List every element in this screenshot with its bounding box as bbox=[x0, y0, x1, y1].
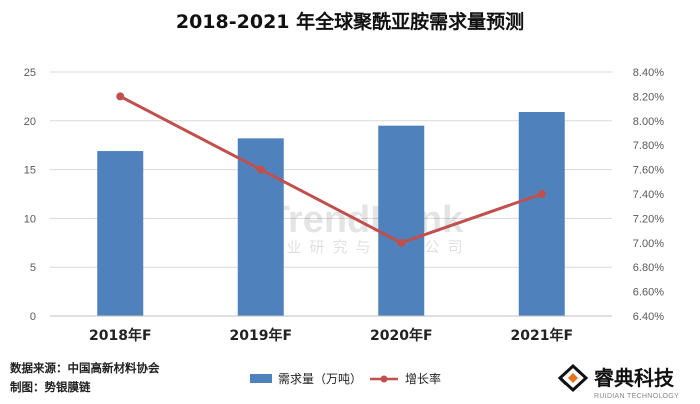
y-right-tick-label: 8.40% bbox=[633, 67, 664, 79]
y-left-tick-label: 10 bbox=[24, 213, 36, 225]
line-point bbox=[397, 238, 406, 247]
axes: 0 5 10 15 20 25 6.40% 6.60% 6.80% 7.00% 7.20% 7.40%… bbox=[24, 67, 664, 344]
legend-line-label: 增长率 bbox=[405, 371, 441, 386]
y-left-tick-label: 25 bbox=[24, 67, 36, 79]
brand-logo: 睿典科技 RUIDIAN TECHNOLOGY bbox=[557, 363, 679, 400]
line-point bbox=[116, 92, 125, 101]
y-right-tick-label: 6.40% bbox=[633, 311, 664, 323]
y-left-tick-label: 5 bbox=[30, 262, 36, 274]
y-left-tick-label: 15 bbox=[24, 165, 36, 177]
y-right-tick-label: 7.20% bbox=[633, 213, 664, 225]
brand-name-cn: 睿典科技 bbox=[594, 366, 675, 390]
bar-series bbox=[97, 112, 565, 317]
legend-bar-swatch bbox=[250, 374, 272, 383]
y-right-tick-label: 6.80% bbox=[633, 262, 664, 274]
brand-logo-icon bbox=[557, 363, 589, 393]
y-right-tick-label: 7.80% bbox=[633, 140, 664, 152]
chart-maker: 制图：势银膜链 bbox=[10, 380, 91, 394]
y-right-tick-label: 7.00% bbox=[633, 238, 664, 250]
y-right-tick-label: 7.60% bbox=[633, 165, 664, 177]
y-right-tick-label: 8.20% bbox=[633, 91, 664, 103]
x-tick-label: 2019年F bbox=[229, 327, 292, 344]
growth-line bbox=[119, 95, 543, 245]
brand-name-en: RUIDIAN TECHNOLOGY bbox=[594, 393, 679, 400]
bar bbox=[97, 151, 144, 316]
legend-line-marker bbox=[380, 375, 388, 383]
legend-bar-label: 需求量（万吨） bbox=[278, 372, 362, 386]
data-source: 数据来源：中国高新材料协会 bbox=[10, 361, 160, 375]
chart-title: 2018-2021 年全球聚酰亚胺需求量预测 bbox=[176, 10, 524, 33]
growth-line-series bbox=[116, 92, 546, 247]
bar bbox=[378, 125, 425, 317]
line-point bbox=[537, 190, 546, 198]
x-tick-label: 2018年F bbox=[89, 327, 152, 344]
y-left-tick-label: 20 bbox=[24, 116, 36, 128]
x-tick-label: 2020年F bbox=[370, 327, 433, 344]
y-right-tick-label: 7.40% bbox=[633, 189, 664, 201]
y-right-tick-label: 6.60% bbox=[633, 287, 664, 299]
legend: 需求量（万吨） 增长率 bbox=[250, 371, 441, 386]
y-left-tick-label: 0 bbox=[30, 311, 36, 323]
watermark-en: TrendBank bbox=[267, 199, 464, 241]
y-right-tick-label: 8.00% bbox=[633, 116, 664, 128]
watermark-cn: 产业研究与顾问公司 bbox=[263, 238, 470, 256]
bar bbox=[237, 138, 284, 316]
bar bbox=[518, 112, 565, 317]
line-point bbox=[256, 165, 265, 174]
watermark: TrendBank 产业研究与顾问公司 bbox=[263, 199, 470, 256]
x-tick-label: 2021年F bbox=[510, 327, 573, 344]
